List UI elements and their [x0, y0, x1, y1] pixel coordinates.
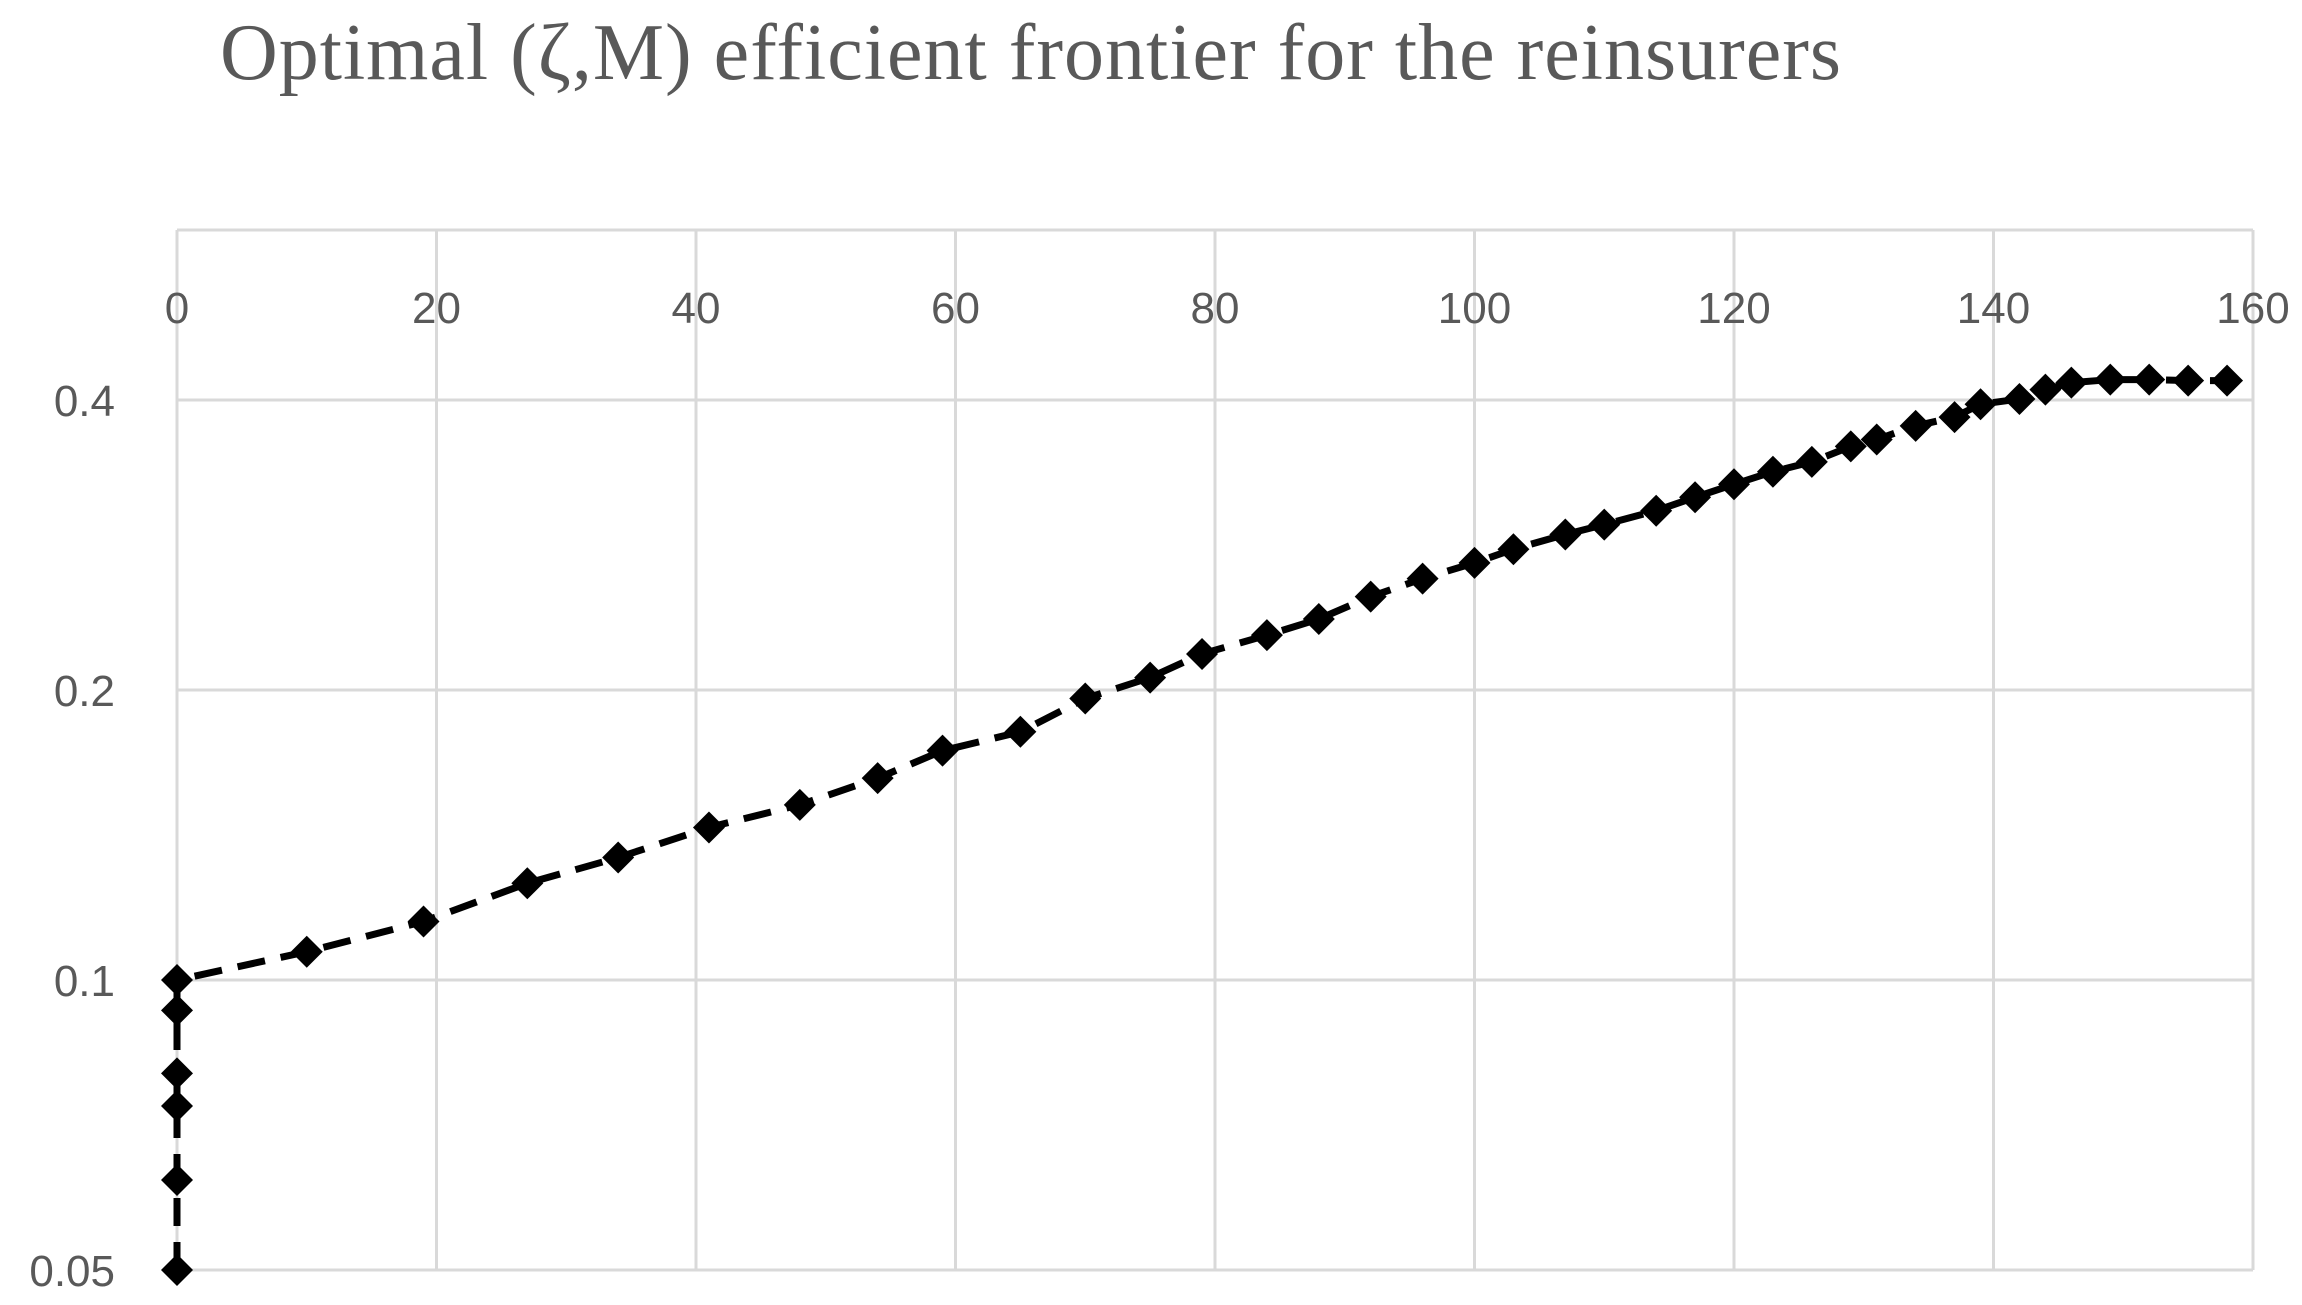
data-point-marker — [2133, 363, 2166, 396]
x-tick-label: 80 — [1191, 284, 1240, 333]
y-axis-tick-labels: 0.05 0.1 0.2 0.4 — [29, 377, 115, 1296]
data-point-marker — [1250, 619, 1283, 652]
data-point-marker — [692, 811, 725, 844]
data-point-marker — [161, 1057, 193, 1090]
data-point-marker — [511, 867, 544, 900]
data-point-marker — [161, 964, 193, 996]
data-point-marker — [2029, 373, 2062, 406]
data-point-marker — [1497, 533, 1530, 566]
x-tick-label: 60 — [931, 284, 980, 333]
data-point-marker — [1938, 401, 1971, 434]
data-point-marker — [1134, 661, 1167, 694]
y-tick-label: 0.1 — [54, 957, 115, 1006]
data-point-marker — [1679, 481, 1712, 514]
data-point-marker — [602, 841, 635, 874]
data-point-marker — [861, 762, 894, 795]
data-point-marker — [1004, 715, 1037, 748]
data-point-marker — [1458, 546, 1491, 579]
y-tick-label: 0.2 — [54, 667, 115, 716]
chart-title: Optimal (ζ,M) efficient frontier for the… — [219, 9, 1843, 97]
data-point-marker — [2211, 364, 2244, 397]
data-point-marker — [1834, 430, 1867, 463]
x-tick-label: 40 — [672, 284, 721, 333]
x-tick-label: 140 — [1957, 284, 2030, 333]
data-point-marker — [1795, 445, 1828, 478]
data-point-marker — [1069, 682, 1102, 715]
data-point-marker — [783, 788, 816, 821]
x-tick-label: 120 — [1697, 284, 1770, 333]
data-point-marker — [161, 1164, 193, 1197]
x-tick-label: 20 — [412, 284, 461, 333]
data-point-marker — [1588, 508, 1621, 541]
data-point-marker — [1899, 409, 1932, 442]
data-point-marker — [2094, 363, 2127, 396]
data-point-marker — [1549, 518, 1582, 551]
data-point-marker — [161, 1089, 193, 1122]
x-tick-label: 100 — [1438, 284, 1511, 333]
data-markers — [161, 363, 2244, 1286]
data-point-marker — [926, 734, 959, 767]
data-point-marker — [161, 994, 193, 1027]
data-point-marker — [1186, 637, 1219, 670]
data-point-marker — [1860, 423, 1893, 456]
x-axis-tick-labels: 0 20 40 60 80 100 120 140 160 — [165, 284, 2290, 333]
x-tick-label: 0 — [165, 284, 189, 333]
y-tick-label: 0.4 — [54, 377, 115, 426]
series-line — [173, 376, 2228, 1270]
data-point-marker — [1718, 468, 1750, 501]
y-tick-label: 0.05 — [29, 1247, 115, 1296]
data-point-marker — [1640, 494, 1673, 527]
data-point-marker — [161, 1254, 193, 1286]
data-point-marker — [1406, 562, 1439, 595]
data-point-marker — [1964, 388, 1997, 421]
data-point-marker — [2003, 382, 2036, 415]
data-point-marker — [1756, 455, 1789, 488]
data-point-marker — [290, 935, 323, 968]
x-tick-label: 160 — [2216, 284, 2289, 333]
data-point-marker — [2172, 364, 2205, 397]
gridlines — [175, 228, 2255, 1272]
data-point-marker — [2055, 366, 2088, 399]
data-point-marker — [1354, 580, 1387, 613]
data-point-marker — [407, 905, 440, 938]
data-point-marker — [1302, 602, 1335, 635]
